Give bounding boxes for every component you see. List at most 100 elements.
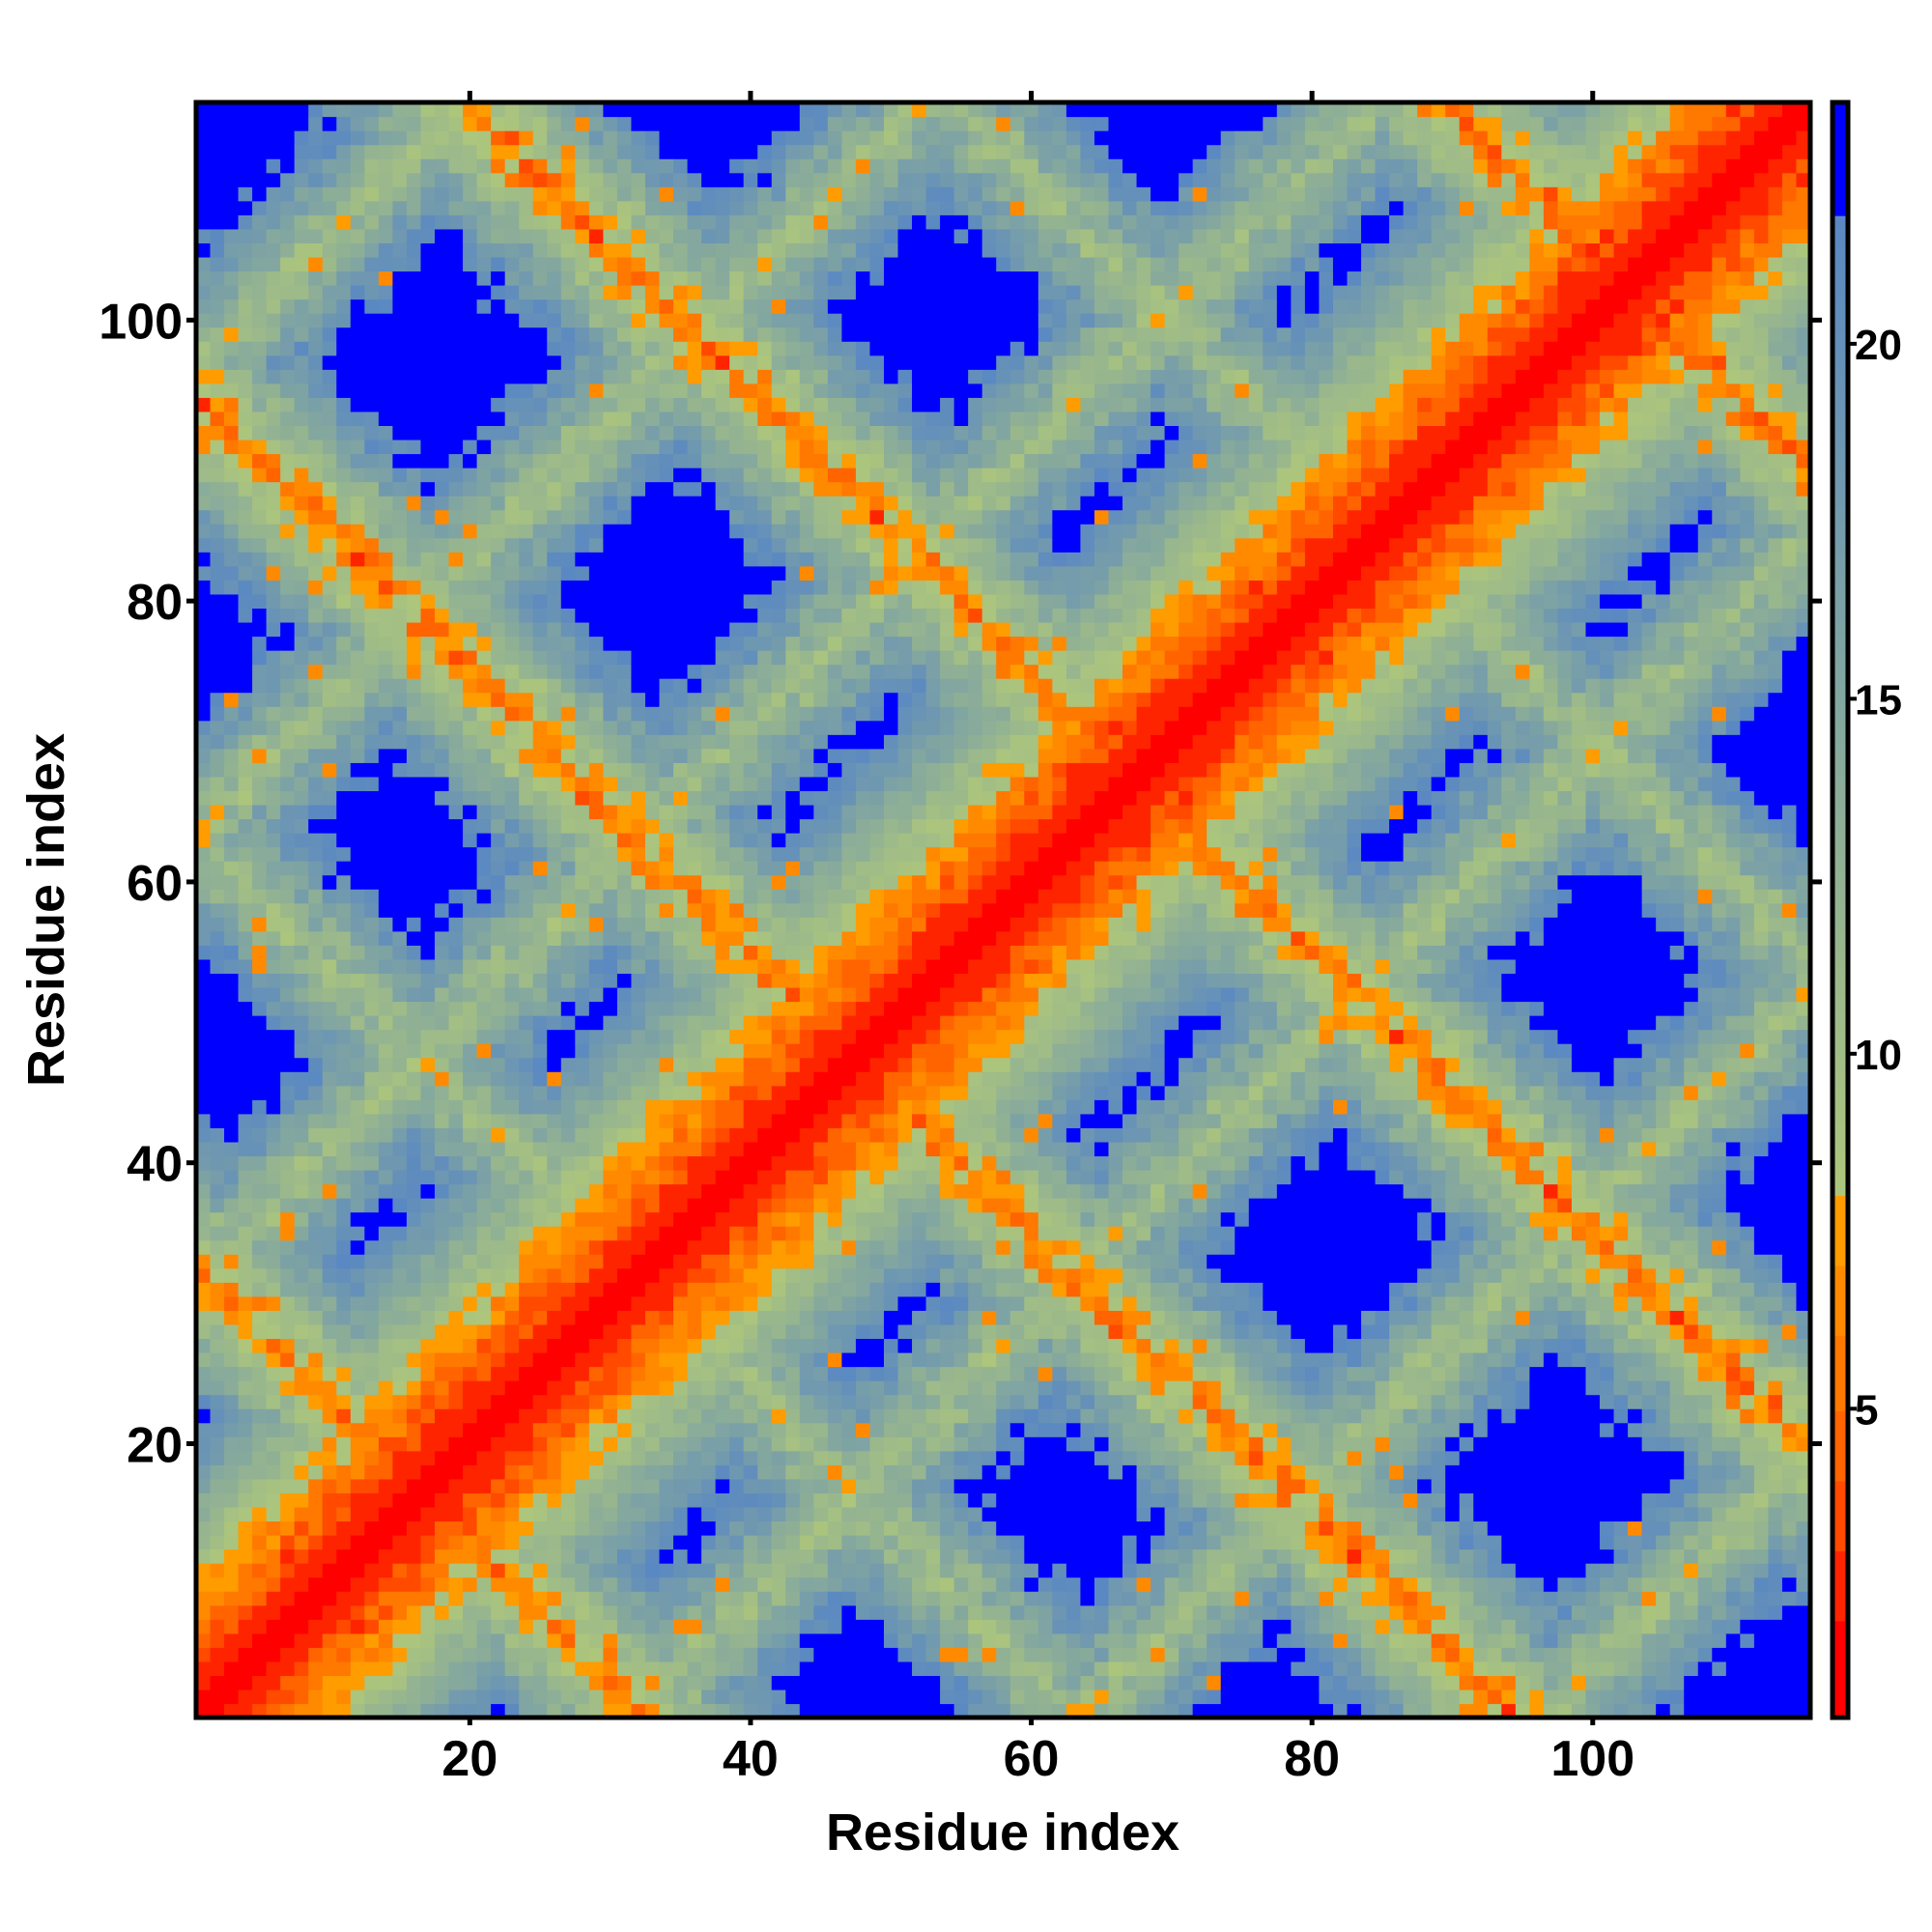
heatmap-cell bbox=[673, 1310, 689, 1325]
heatmap-cell bbox=[463, 270, 478, 286]
heatmap-cell bbox=[392, 1563, 408, 1578]
heatmap-cell bbox=[575, 1254, 590, 1269]
heatmap-cell bbox=[631, 1647, 646, 1662]
heatmap-cell bbox=[547, 1267, 562, 1283]
heatmap-cell bbox=[519, 509, 534, 525]
heatmap-cell bbox=[519, 1323, 534, 1340]
heatmap-cell bbox=[350, 818, 365, 834]
heatmap-cell bbox=[771, 397, 786, 412]
heatmap-cell bbox=[364, 1338, 380, 1353]
heatmap-cell bbox=[350, 1001, 365, 1016]
heatmap-cell bbox=[757, 1211, 773, 1227]
heatmap-cell bbox=[336, 1198, 352, 1213]
heatmap-cell bbox=[575, 930, 590, 946]
heatmap-cell bbox=[463, 228, 478, 243]
heatmap-cell bbox=[673, 917, 689, 932]
heatmap-cell bbox=[743, 1591, 758, 1606]
heatmap-cell bbox=[673, 650, 689, 666]
heatmap-cell bbox=[210, 748, 225, 763]
heatmap-cell bbox=[616, 958, 633, 975]
heatmap-cell bbox=[560, 1408, 576, 1424]
heatmap-cell bbox=[616, 355, 633, 370]
heatmap-cell bbox=[785, 917, 801, 932]
heatmap-cell bbox=[435, 1029, 450, 1044]
heatmap-cell bbox=[224, 270, 240, 286]
heatmap-cell bbox=[266, 917, 281, 932]
heatmap-cell bbox=[322, 973, 337, 988]
heatmap-cell bbox=[771, 902, 786, 918]
heatmap-cell bbox=[210, 945, 225, 960]
heatmap-cell bbox=[771, 1254, 786, 1269]
heatmap-cell bbox=[673, 1155, 689, 1171]
heatmap-cell bbox=[771, 720, 786, 735]
heatmap-cell bbox=[308, 1633, 324, 1648]
heatmap-cell bbox=[406, 537, 422, 553]
heatmap-cell bbox=[350, 1689, 365, 1705]
heatmap-cell bbox=[378, 833, 394, 848]
heatmap-cell bbox=[238, 593, 253, 610]
heatmap-cell bbox=[448, 186, 464, 202]
heatmap-cell bbox=[378, 158, 394, 174]
heatmap-cell bbox=[588, 636, 604, 651]
heatmap-cell bbox=[476, 1605, 492, 1620]
heatmap-cell bbox=[644, 313, 661, 328]
heatmap-cell bbox=[435, 158, 450, 174]
heatmap-cell bbox=[280, 846, 296, 862]
heatmap-cell bbox=[519, 242, 534, 258]
heatmap-cell bbox=[547, 1351, 562, 1368]
heatmap-cell bbox=[575, 172, 590, 187]
heatmap-cell bbox=[463, 439, 478, 455]
heatmap-cell bbox=[729, 1548, 745, 1564]
heatmap-cell bbox=[785, 1001, 801, 1016]
heatmap-cell bbox=[463, 790, 478, 806]
heatmap-cell bbox=[336, 593, 352, 610]
heatmap-cell bbox=[476, 509, 492, 525]
heatmap-cell bbox=[448, 1464, 464, 1480]
heatmap-cell bbox=[547, 608, 562, 623]
heatmap-cell bbox=[771, 1198, 786, 1213]
heatmap-cell bbox=[210, 481, 225, 497]
heatmap-cell bbox=[519, 621, 534, 638]
heatmap-cell bbox=[659, 481, 674, 497]
heatmap-cell bbox=[560, 144, 576, 159]
heatmap-cell bbox=[771, 846, 786, 862]
heatmap-cell bbox=[729, 1661, 745, 1676]
heatmap-cell bbox=[224, 1436, 240, 1452]
heatmap-cell bbox=[701, 1548, 717, 1564]
heatmap-cell bbox=[378, 341, 394, 356]
heatmap-cell bbox=[350, 1520, 365, 1536]
heatmap-cell bbox=[350, 664, 365, 679]
heatmap-cell bbox=[519, 1338, 534, 1353]
heatmap-cell bbox=[294, 636, 309, 651]
heatmap-cell bbox=[603, 889, 618, 904]
heatmap-cell bbox=[785, 748, 801, 763]
heatmap-cell bbox=[448, 1450, 464, 1465]
heatmap-cell bbox=[519, 327, 534, 342]
heatmap-cell bbox=[560, 580, 576, 595]
heatmap-cell bbox=[785, 930, 801, 946]
heatmap-cell bbox=[616, 1703, 633, 1719]
heatmap-cell bbox=[687, 580, 702, 595]
heatmap-cell bbox=[448, 1661, 464, 1676]
heatmap-cell bbox=[560, 496, 576, 511]
heatmap-cell bbox=[280, 496, 296, 511]
heatmap-cell bbox=[224, 650, 240, 666]
heatmap-cell bbox=[603, 1226, 618, 1241]
heatmap-cell bbox=[729, 383, 745, 398]
heatmap-cell bbox=[644, 902, 661, 918]
heatmap-cell bbox=[603, 973, 618, 988]
heatmap-cell bbox=[631, 242, 646, 258]
heatmap-cell bbox=[336, 1295, 352, 1311]
heatmap-cell bbox=[294, 706, 309, 722]
heatmap-cell bbox=[252, 762, 268, 778]
heatmap-cell bbox=[519, 397, 534, 412]
heatmap-cell bbox=[547, 917, 562, 932]
heatmap-cell bbox=[532, 1310, 548, 1325]
heatmap-cell bbox=[701, 762, 717, 778]
heatmap-cell bbox=[785, 636, 801, 651]
heatmap-cell bbox=[238, 130, 253, 146]
heatmap-cell bbox=[252, 1647, 268, 1662]
heatmap-cell bbox=[224, 636, 240, 651]
heatmap-cell bbox=[280, 580, 296, 595]
heatmap-cell bbox=[729, 313, 745, 328]
